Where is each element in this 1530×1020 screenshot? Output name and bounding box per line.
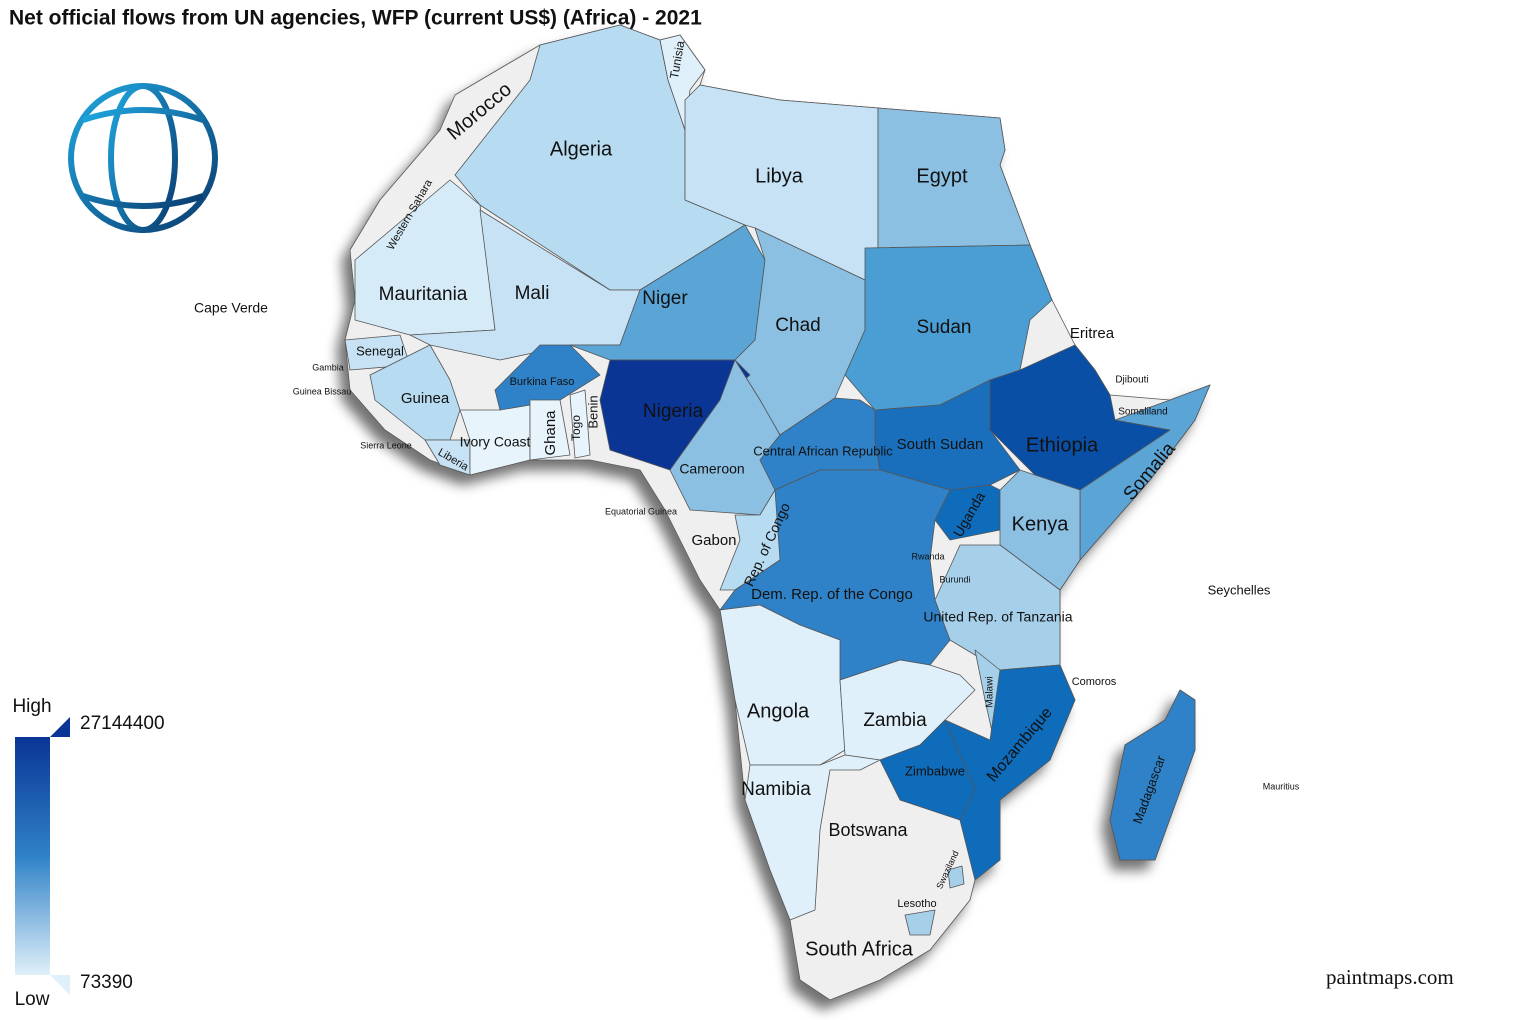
country-label: Djibouti — [1115, 375, 1148, 386]
country-shape — [947, 865, 965, 889]
country-shape — [1079, 384, 1211, 561]
country-label: Mali — [515, 283, 550, 304]
country-label: South Sudan — [897, 436, 984, 453]
country-label: Ivory Coast — [460, 434, 531, 450]
legend-max: 27144400 — [80, 713, 165, 734]
country-label: Sierra Leone — [360, 440, 412, 450]
legend-gradient — [15, 737, 50, 975]
country-label: Nigeria — [643, 401, 704, 422]
country-shape — [354, 179, 496, 336]
country-shape — [1109, 689, 1196, 861]
country-label: Malawi — [985, 676, 996, 707]
country-label: Burundi — [939, 574, 970, 584]
legend-high-label: High — [12, 696, 51, 717]
country-label: Ethiopia — [1026, 434, 1099, 456]
countries — [344, 24, 1211, 936]
legend-min: 73390 — [80, 972, 133, 993]
country-label: South Africa — [805, 938, 914, 960]
country-label: Equatorial Guinea — [605, 506, 677, 516]
country-label: Lesotho — [897, 898, 936, 910]
country-label: Niger — [642, 288, 688, 309]
country-label: Tunisia — [667, 39, 687, 79]
legend: High Low 27144400 73390 — [12, 696, 164, 1010]
country-label: Togo — [569, 415, 583, 441]
legend-low-label: Low — [15, 989, 50, 1010]
country-shape — [659, 34, 706, 131]
country-label: Senegal — [356, 343, 404, 358]
country-shape — [494, 344, 601, 411]
country-label: Zimbabwe — [905, 763, 965, 778]
country-label: Sudan — [917, 317, 972, 338]
country-label: Botswana — [828, 820, 908, 840]
country-label: Egypt — [916, 165, 968, 187]
legend-high-swatch — [50, 717, 70, 737]
legend-low-swatch — [50, 975, 70, 995]
country-label: Chad — [775, 315, 820, 336]
country-label: Guinea Bissau — [293, 386, 352, 396]
country-label: Guinea — [401, 390, 450, 407]
country-label: Benin — [585, 395, 600, 428]
country-label: Dem. Rep. of the Congo — [751, 586, 913, 603]
country-label: Seychelles — [1208, 582, 1271, 597]
country-shape — [569, 389, 591, 459]
country-label: Mauritania — [379, 284, 468, 305]
country-label: Cape Verde — [194, 300, 268, 316]
country-label: Ghana — [542, 410, 559, 456]
country-label: Comoros — [1072, 676, 1117, 688]
country-label: Angola — [747, 700, 810, 722]
country-label: Cameroon — [679, 461, 744, 477]
country-label: Mauritius — [1263, 781, 1300, 791]
country-shape — [529, 399, 571, 461]
country-shape — [904, 909, 936, 936]
country-shape — [744, 754, 881, 921]
country-label: Eritrea — [1070, 325, 1115, 342]
country-label: Rwanda — [911, 551, 944, 561]
country-shape — [879, 719, 976, 821]
country-label: Gambia — [312, 362, 344, 372]
country-label: Algeria — [550, 138, 613, 160]
country-label: Zambia — [863, 710, 927, 731]
watermark: paintmaps.com — [1326, 965, 1454, 989]
title: Net official flows from UN agencies, WFP… — [9, 7, 702, 30]
country-shape — [944, 664, 1076, 881]
world-bank-logo — [68, 83, 218, 233]
country-shape — [874, 379, 1021, 491]
country-label: Kenya — [1012, 513, 1070, 535]
country-label: Somaliland — [1118, 407, 1167, 418]
country-label: Burkina Faso — [510, 376, 575, 388]
country-label: Namibia — [741, 779, 811, 800]
country-label: Gabon — [691, 532, 736, 549]
country-label: Libya — [755, 165, 804, 187]
country-label: United Rep. of Tanzania — [923, 609, 1072, 625]
country-label: Central African Republic — [753, 443, 893, 458]
